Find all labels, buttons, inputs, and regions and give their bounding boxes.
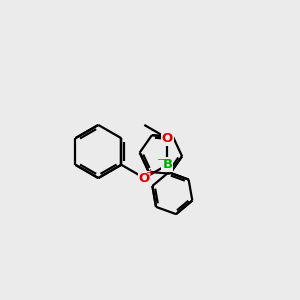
Text: +: + [146, 168, 155, 178]
Text: O: O [139, 172, 150, 184]
Text: B: B [162, 158, 172, 171]
Text: −: − [157, 155, 165, 165]
Text: O: O [162, 132, 173, 145]
